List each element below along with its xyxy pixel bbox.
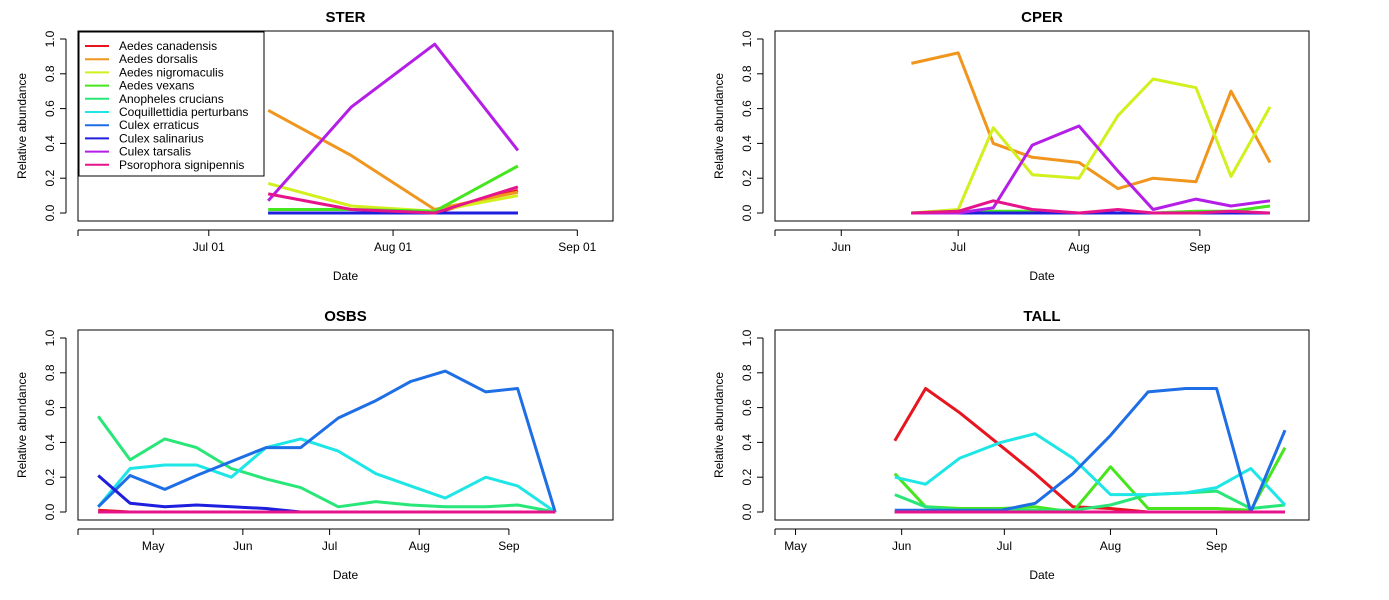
series-group <box>893 387 1287 514</box>
y-tick-label: 1.0 <box>740 30 754 47</box>
y-tick-label: 1.0 <box>43 329 57 346</box>
series-line-culex-tarsalis <box>911 124 1271 215</box>
y-tick-label: 0.0 <box>43 204 57 221</box>
panel-title: CPER <box>1021 9 1063 26</box>
legend-label: Culex erraticus <box>119 118 199 132</box>
y-axis-label: Relative abundance <box>712 372 726 478</box>
y-tick-label: 0.6 <box>43 399 57 416</box>
panel-tall: TALL 0.0 0.2 0.4 0.6 0.8 1.0 Relative abundance… <box>712 308 1310 582</box>
x-axis-label: Date <box>1029 568 1055 582</box>
plot-frame <box>774 329 1310 521</box>
y-axis-label: Relative abundance <box>712 73 726 179</box>
legend-label: Anopheles crucians <box>119 92 224 106</box>
series-line-culex-erraticus <box>894 387 1287 514</box>
x-tick-label: Jul 01 <box>193 240 225 254</box>
x-tick-label: Aug 01 <box>374 240 412 254</box>
series-group <box>267 42 520 215</box>
x-axis-label: Date <box>333 269 359 283</box>
y-tick-label: 1.0 <box>43 30 57 47</box>
series-line-psorophora-signipennis <box>911 199 1271 215</box>
x-tick-label: Aug <box>1100 539 1121 553</box>
y-tick-label: 1.0 <box>740 329 754 346</box>
panel-ster: STER 0.0 0.2 0.4 0.6 0.8 1.0 Relative abundance… <box>15 9 614 283</box>
y-tick-label: 0.6 <box>43 100 57 117</box>
panel-title: STER <box>325 9 365 26</box>
legend-label: Psorophora signipennis <box>119 158 244 172</box>
series-line-coquillettidia-perturbans <box>97 437 557 514</box>
y-tick-label: 0.8 <box>43 65 57 82</box>
series-line-culex-erraticus <box>97 369 557 513</box>
series-line-psorophora-signipennis <box>267 185 519 215</box>
plot-frame <box>77 329 614 521</box>
y-tick-label: 0.2 <box>43 469 57 486</box>
legend-label: Culex tarsalis <box>119 145 191 159</box>
y-tick-label: 0.2 <box>740 469 754 486</box>
x-tick-label: Sep <box>1189 240 1211 254</box>
y-tick-label: 0.8 <box>740 65 754 82</box>
x-tick-label: Jul <box>997 539 1012 553</box>
y-tick-label: 0.0 <box>43 503 57 520</box>
series-line-coquillettidia-perturbans <box>894 432 1287 507</box>
x-tick-label: Aug <box>1068 240 1089 254</box>
x-tick-label: Jun <box>233 539 252 553</box>
y-tick-label: 0.2 <box>740 170 754 187</box>
x-tick-label: Sep 01 <box>558 240 596 254</box>
x-axis-label: Date <box>333 568 359 582</box>
x-tick-label: Sep <box>498 539 520 553</box>
x-tick-label: Jul <box>951 240 966 254</box>
series-group <box>96 369 557 514</box>
x-tick-label: Jun <box>832 240 851 254</box>
x-tick-label: May <box>142 539 165 553</box>
panel-osbs: OSBS 0.0 0.2 0.4 0.6 0.8 1.0 Relative abundance… <box>15 308 614 582</box>
legend-box <box>78 31 265 177</box>
y-tick-label: 0.4 <box>43 434 57 451</box>
legend-label: Aedes vexans <box>119 79 194 93</box>
series-line-anopheles-crucians <box>96 415 556 514</box>
y-tick-label: 0.2 <box>43 170 57 187</box>
series-group <box>911 51 1272 215</box>
x-tick-label: Sep <box>1206 539 1228 553</box>
legend-label: Aedes dorsalis <box>119 52 198 66</box>
x-tick-label: Jul <box>322 539 337 553</box>
series-line-culex-tarsalis <box>267 42 520 202</box>
y-axis-label: Relative abundance <box>15 73 29 179</box>
y-tick-label: 0.4 <box>740 135 754 152</box>
x-tick-label: Aug <box>409 539 430 553</box>
y-tick-label: 0.4 <box>43 135 57 152</box>
x-axis-label: Date <box>1029 269 1055 283</box>
plot-frame <box>774 30 1310 222</box>
y-axis-label: Relative abundance <box>15 372 29 478</box>
legend-label: Coquillettidia perturbans <box>119 105 248 119</box>
legend-label: Aedes canadensis <box>119 39 217 53</box>
series-line-aedes-dorsalis <box>911 51 1272 191</box>
legend-label: Aedes nigromaculis <box>119 65 224 79</box>
y-tick-label: 0.4 <box>740 434 754 451</box>
legend-label: Culex salinarius <box>119 131 204 145</box>
y-tick-label: 0.8 <box>43 364 57 381</box>
y-tick-label: 0.6 <box>740 399 754 416</box>
y-tick-label: 0.0 <box>740 503 754 520</box>
panel-title: OSBS <box>324 308 367 325</box>
plot-frame <box>77 30 614 222</box>
panel-title: TALL <box>1023 308 1060 325</box>
x-tick-label: Jun <box>892 539 911 553</box>
panel-cper: CPER 0.0 0.2 0.4 0.6 0.8 1.0 Relative abundance… <box>712 9 1310 283</box>
x-tick-label: May <box>784 539 807 553</box>
y-tick-label: 0.0 <box>740 204 754 221</box>
series-line-aedes-nigromaculis <box>267 181 519 213</box>
y-tick-label: 0.6 <box>740 100 754 117</box>
y-tick-label: 0.8 <box>740 364 754 381</box>
